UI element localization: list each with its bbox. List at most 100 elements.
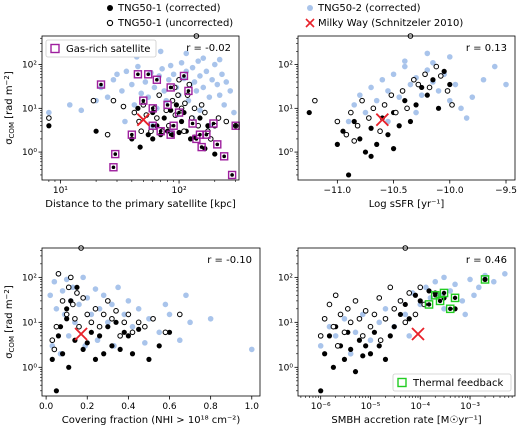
point-gas-rich xyxy=(127,130,137,139)
point-tng50-1-corrected xyxy=(96,333,103,339)
point-tng50-1-uncorrected xyxy=(391,306,398,312)
point-tng50-2 xyxy=(92,286,99,292)
point-tng50-2 xyxy=(471,292,477,299)
point-tng50-1-corrected xyxy=(326,333,333,339)
point-tng50-2 xyxy=(379,76,386,83)
point-tng50-1-uncorrected xyxy=(359,333,366,339)
x-tick-label: 10¹ xyxy=(53,186,68,196)
point-tng50-1-uncorrected xyxy=(198,102,205,108)
point-tng50-1-uncorrected xyxy=(437,73,444,79)
point-gas-rich-core xyxy=(186,89,191,93)
panel-distance: 10¹ 10² 10⁰ 10¹ 10² r = -0.02 Distance to th… xyxy=(3,33,240,210)
point-tng50-2 xyxy=(178,59,185,66)
x-tick-label: 0.8 xyxy=(203,402,218,412)
point-tng50-2 xyxy=(119,88,125,94)
point-tng50-1-corrected xyxy=(368,153,374,159)
point-tng50-1-corrected xyxy=(197,115,203,121)
point-tng50-1-corrected xyxy=(161,115,167,121)
point-tng50-2 xyxy=(122,118,128,125)
y-tick-label: 10⁰ xyxy=(278,363,293,373)
point-tng50-2 xyxy=(216,56,223,63)
point-gas-rich-core xyxy=(111,165,116,170)
point-gas-rich xyxy=(188,119,197,128)
milky-way-marker xyxy=(411,327,425,341)
point-tng50-1-corrected xyxy=(55,333,62,339)
y-axis-label-end: ] xyxy=(4,71,15,75)
point-gas-rich xyxy=(227,170,237,180)
thermal-feedback-legend: Thermal feedback xyxy=(392,373,512,392)
x-tick-label: 10⁻³ xyxy=(460,402,480,412)
point-tng50-1-uncorrected xyxy=(46,115,52,121)
point-tng50-2 xyxy=(159,66,165,72)
point-tng50-2 xyxy=(231,109,237,116)
point-tng50-1-corrected xyxy=(80,346,86,353)
plot-frame xyxy=(297,247,516,397)
point-tng50-2 xyxy=(135,63,141,70)
point-tng50-1-corrected xyxy=(412,292,419,298)
point-tng50-1-corrected xyxy=(84,340,90,346)
point-tng50-1-corrected xyxy=(66,364,72,370)
point-tng50-1-uncorrected xyxy=(125,311,132,318)
point-gas-rich xyxy=(96,80,106,89)
point-tng50-1-uncorrected xyxy=(150,315,156,322)
point-tng50-1-corrected xyxy=(109,343,115,349)
point-tng50-1-uncorrected xyxy=(399,88,406,94)
point-tng50-2 xyxy=(368,84,374,91)
point-gas-rich-core xyxy=(171,123,176,128)
point-thermal xyxy=(439,288,449,298)
point-tng50-1-uncorrected xyxy=(412,311,419,318)
point-gas-rich xyxy=(174,108,184,117)
point-tng50-1-corrected xyxy=(402,98,408,104)
point-tng50-1-uncorrected xyxy=(113,308,119,314)
point-tng50-2 xyxy=(47,292,54,299)
point-tng50-2 xyxy=(129,81,135,88)
point-tng50-2 xyxy=(430,59,436,66)
point-tng50-1-uncorrected xyxy=(377,128,383,135)
point-tng50-1-uncorrected xyxy=(191,105,198,112)
point-tng50-1-corrected xyxy=(397,311,404,318)
point-tng50-1-corrected xyxy=(46,123,52,129)
point-gas-rich xyxy=(213,140,222,149)
point-tng50-1-uncorrected xyxy=(330,323,337,330)
point-tng50-2 xyxy=(214,81,221,88)
point-tng50-2 xyxy=(452,81,459,88)
point-tng50-2 xyxy=(345,118,352,125)
point-tng50-2 xyxy=(142,340,148,346)
point-tng50-2 xyxy=(446,97,453,104)
point-tng50-1-uncorrected xyxy=(366,115,372,121)
point-tng50-1-corrected xyxy=(345,172,352,178)
point-tng50-1-corrected xyxy=(64,316,70,322)
point-tng50-1-uncorrected xyxy=(131,109,138,116)
point-tng50-2 xyxy=(189,64,196,71)
point-tng50-1-corrected xyxy=(166,329,173,335)
point-tng50-2 xyxy=(121,311,128,318)
point-tng50-1-uncorrected xyxy=(186,81,193,88)
point-gas-rich xyxy=(202,130,211,139)
point-tng50-1-corrected xyxy=(387,333,393,339)
point-tng50-1-uncorrected xyxy=(444,88,451,94)
point-tng50-1-corrected xyxy=(129,136,135,142)
point-tng50-1-corrected xyxy=(376,343,382,349)
point-gas-rich-core xyxy=(130,132,134,137)
point-tng50-2 xyxy=(80,274,86,281)
point-tng50-1-uncorrected xyxy=(352,298,359,304)
point-tng50-1-corrected xyxy=(406,316,412,322)
point-gas-rich-core xyxy=(199,145,204,149)
y-axis-label-sigma: σ xyxy=(4,138,15,145)
point-tng50-2 xyxy=(476,284,482,291)
point-tng50-2 xyxy=(357,92,363,98)
y-axis-label-end: ] xyxy=(4,285,15,289)
thermal-feedback-legend-marker xyxy=(397,377,407,388)
point-tng50-2 xyxy=(432,278,439,285)
point-tng50-2 xyxy=(115,284,121,291)
point-tng50-2 xyxy=(123,68,130,75)
legend-label-tng50-1-uncorrected: TNG50-1 (uncorrected) xyxy=(117,18,233,29)
milky-way-marker xyxy=(136,113,150,127)
point-gas-rich xyxy=(219,152,229,161)
point-gas-rich xyxy=(156,127,165,136)
point-tng50-2 xyxy=(332,333,339,339)
point-tng50-2 xyxy=(146,315,152,322)
point-tng50-1-uncorrected xyxy=(138,128,145,135)
point-tng50-1-uncorrected xyxy=(154,115,160,121)
